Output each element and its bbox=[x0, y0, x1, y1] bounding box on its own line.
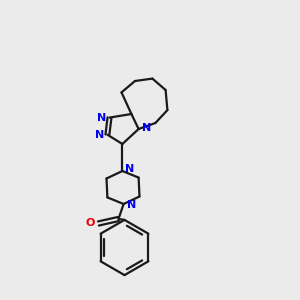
Text: N: N bbox=[127, 200, 136, 210]
Text: N: N bbox=[97, 112, 106, 123]
Text: N: N bbox=[95, 130, 104, 140]
Text: N: N bbox=[142, 123, 152, 133]
Text: O: O bbox=[85, 218, 95, 228]
Text: N: N bbox=[125, 164, 135, 175]
